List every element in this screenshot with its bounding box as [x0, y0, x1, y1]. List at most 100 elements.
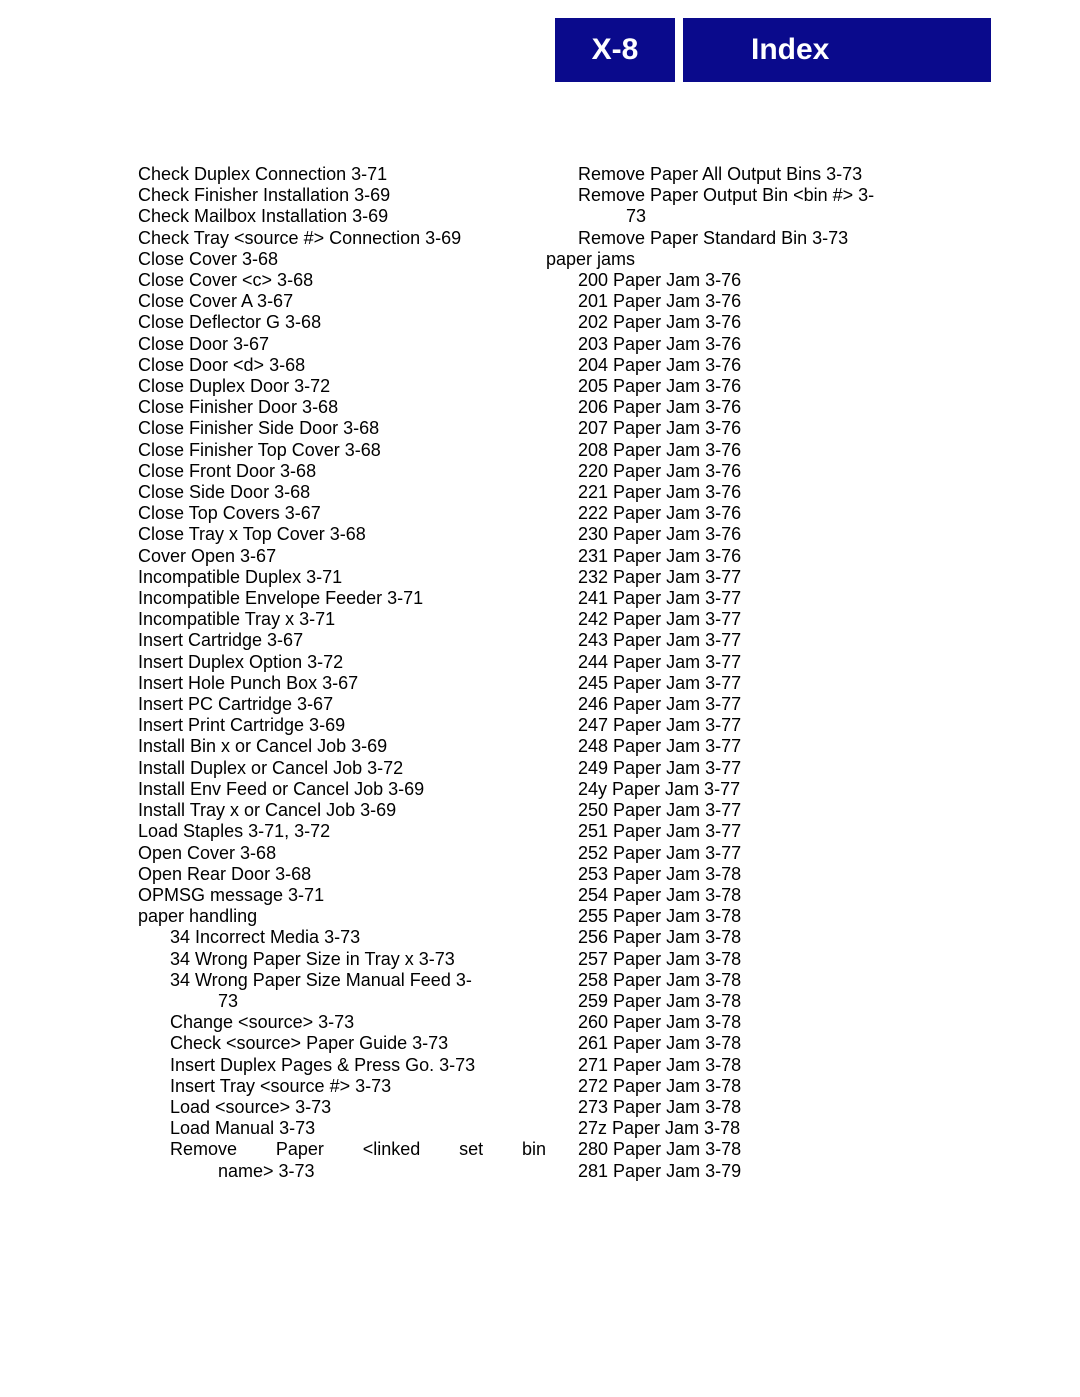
index-entry: Close Top Covers 3-67 — [138, 503, 546, 524]
index-entry: 231 Paper Jam 3-76 — [546, 546, 954, 567]
index-entry: 201 Paper Jam 3-76 — [546, 291, 954, 312]
index-entry: Close Cover <c> 3-68 — [138, 270, 546, 291]
index-entry: 253 Paper Jam 3-78 — [546, 864, 954, 885]
index-entry-word: bin — [522, 1139, 546, 1160]
index-right-column: Remove Paper All Output Bins 3-73 Remove … — [546, 164, 954, 1182]
index-entry: Close Door 3-67 — [138, 334, 546, 355]
index-entry: 257 Paper Jam 3-78 — [546, 949, 954, 970]
index-content: Check Duplex Connection 3-71Check Finish… — [138, 164, 1080, 1182]
index-entry: Check Tray <source #> Connection 3-69 — [138, 228, 546, 249]
index-entry: 220 Paper Jam 3-76 — [546, 461, 954, 482]
header-gap — [675, 18, 683, 82]
index-entry: Install Env Feed or Cancel Job 3-69 — [138, 779, 546, 800]
index-entry: 252 Paper Jam 3-77 — [546, 843, 954, 864]
page-header: X-8 Index — [555, 18, 1080, 82]
index-entry: Close Door <d> 3-68 — [138, 355, 546, 376]
index-entry: Insert Hole Punch Box 3-67 — [138, 673, 546, 694]
index-entry: Insert Duplex Pages & Press Go. 3-73 — [138, 1055, 546, 1076]
index-entry: Check <source> Paper Guide 3-73 — [138, 1033, 546, 1054]
index-entry: Insert Tray <source #> 3-73 — [138, 1076, 546, 1097]
index-entry: 27z Paper Jam 3-78 — [546, 1118, 954, 1139]
index-entry: 246 Paper Jam 3-77 — [546, 694, 954, 715]
index-entry: 255 Paper Jam 3-78 — [546, 906, 954, 927]
index-entry: Close Deflector G 3-68 — [138, 312, 546, 333]
index-entry: Insert Duplex Option 3-72 — [138, 652, 546, 673]
index-entry: Remove Paper Standard Bin 3-73 — [546, 228, 954, 249]
index-entry: Check Finisher Installation 3-69 — [138, 185, 546, 206]
index-entry: Close Cover A 3-67 — [138, 291, 546, 312]
index-entry: 222 Paper Jam 3-76 — [546, 503, 954, 524]
index-entry: 202 Paper Jam 3-76 — [546, 312, 954, 333]
index-entry: Close Side Door 3-68 — [138, 482, 546, 503]
index-entry: 256 Paper Jam 3-78 — [546, 927, 954, 948]
index-entry: paper jams — [546, 249, 954, 270]
index-entry: 271 Paper Jam 3-78 — [546, 1055, 954, 1076]
index-entry: Load Manual 3-73 — [138, 1118, 546, 1139]
index-entry: Incompatible Tray x 3-71 — [138, 609, 546, 630]
index-entry: 260 Paper Jam 3-78 — [546, 1012, 954, 1033]
index-entry: 34 Wrong Paper Size in Tray x 3-73 — [138, 949, 546, 970]
index-entry: 203 Paper Jam 3-76 — [546, 334, 954, 355]
index-entry: Load <source> 3-73 — [138, 1097, 546, 1118]
index-entry-word: <linked — [363, 1139, 421, 1160]
index-entry: 258 Paper Jam 3-78 — [546, 970, 954, 991]
index-entry: 259 Paper Jam 3-78 — [546, 991, 954, 1012]
index-entry: Install Duplex or Cancel Job 3-72 — [138, 758, 546, 779]
index-entry: paper handling — [138, 906, 546, 927]
index-entry: Insert PC Cartridge 3-67 — [138, 694, 546, 715]
index-entry: 204 Paper Jam 3-76 — [546, 355, 954, 376]
index-entry: Cover Open 3-67 — [138, 546, 546, 567]
index-entry: Close Front Door 3-68 — [138, 461, 546, 482]
index-entry: 73 — [546, 206, 954, 227]
index-entry: Insert Cartridge 3-67 — [138, 630, 546, 651]
index-entry: 34 Wrong Paper Size Manual Feed 3- — [138, 970, 546, 991]
index-entry: 272 Paper Jam 3-78 — [546, 1076, 954, 1097]
index-entry: 250 Paper Jam 3-77 — [546, 800, 954, 821]
index-entry: 249 Paper Jam 3-77 — [546, 758, 954, 779]
index-entry: Close Finisher Side Door 3-68 — [138, 418, 546, 439]
index-left-column: Check Duplex Connection 3-71Check Finish… — [138, 164, 546, 1182]
index-entry: OPMSG message 3-71 — [138, 885, 546, 906]
index-entry: 281 Paper Jam 3-79 — [546, 1161, 954, 1182]
index-entry: 247 Paper Jam 3-77 — [546, 715, 954, 736]
index-entry: Close Finisher Top Cover 3-68 — [138, 440, 546, 461]
index-entry: 200 Paper Jam 3-76 — [546, 270, 954, 291]
index-entry: name> 3-73 — [138, 1161, 546, 1182]
index-entry: 243 Paper Jam 3-77 — [546, 630, 954, 651]
index-entry: Change <source> 3-73 — [138, 1012, 546, 1033]
index-entry: 206 Paper Jam 3-76 — [546, 397, 954, 418]
index-entry: Check Duplex Connection 3-71 — [138, 164, 546, 185]
index-entry: 34 Incorrect Media 3-73 — [138, 927, 546, 948]
index-entry: 207 Paper Jam 3-76 — [546, 418, 954, 439]
index-entry: 244 Paper Jam 3-77 — [546, 652, 954, 673]
index-entry: 208 Paper Jam 3-76 — [546, 440, 954, 461]
index-entry-word: Remove — [170, 1139, 237, 1160]
index-entry: Close Cover 3-68 — [138, 249, 546, 270]
index-entry: 248 Paper Jam 3-77 — [546, 736, 954, 757]
index-entry: 24y Paper Jam 3-77 — [546, 779, 954, 800]
index-entry: Install Bin x or Cancel Job 3-69 — [138, 736, 546, 757]
section-title: Index — [683, 18, 991, 82]
index-entry: 230 Paper Jam 3-76 — [546, 524, 954, 545]
index-entry: Incompatible Envelope Feeder 3-71 — [138, 588, 546, 609]
index-entry: 242 Paper Jam 3-77 — [546, 609, 954, 630]
index-entry: Load Staples 3-71, 3-72 — [138, 821, 546, 842]
index-entry: Close Duplex Door 3-72 — [138, 376, 546, 397]
index-entry: Incompatible Duplex 3-71 — [138, 567, 546, 588]
index-entry: Open Cover 3-68 — [138, 843, 546, 864]
index-entry: Remove Paper All Output Bins 3-73 — [546, 164, 954, 185]
index-entry: RemovePaper<linkedsetbin — [138, 1139, 546, 1160]
index-entry: Open Rear Door 3-68 — [138, 864, 546, 885]
index-entry: 73 — [138, 991, 546, 1012]
index-entry: Insert Print Cartridge 3-69 — [138, 715, 546, 736]
index-entry: Install Tray x or Cancel Job 3-69 — [138, 800, 546, 821]
index-entry: Close Finisher Door 3-68 — [138, 397, 546, 418]
index-entry: 232 Paper Jam 3-77 — [546, 567, 954, 588]
index-entry: 245 Paper Jam 3-77 — [546, 673, 954, 694]
index-entry: 261 Paper Jam 3-78 — [546, 1033, 954, 1054]
index-entry: Check Mailbox Installation 3-69 — [138, 206, 546, 227]
index-entry: 273 Paper Jam 3-78 — [546, 1097, 954, 1118]
index-entry: Close Tray x Top Cover 3-68 — [138, 524, 546, 545]
section-badge: X-8 — [555, 18, 675, 82]
index-entry: 280 Paper Jam 3-78 — [546, 1139, 954, 1160]
